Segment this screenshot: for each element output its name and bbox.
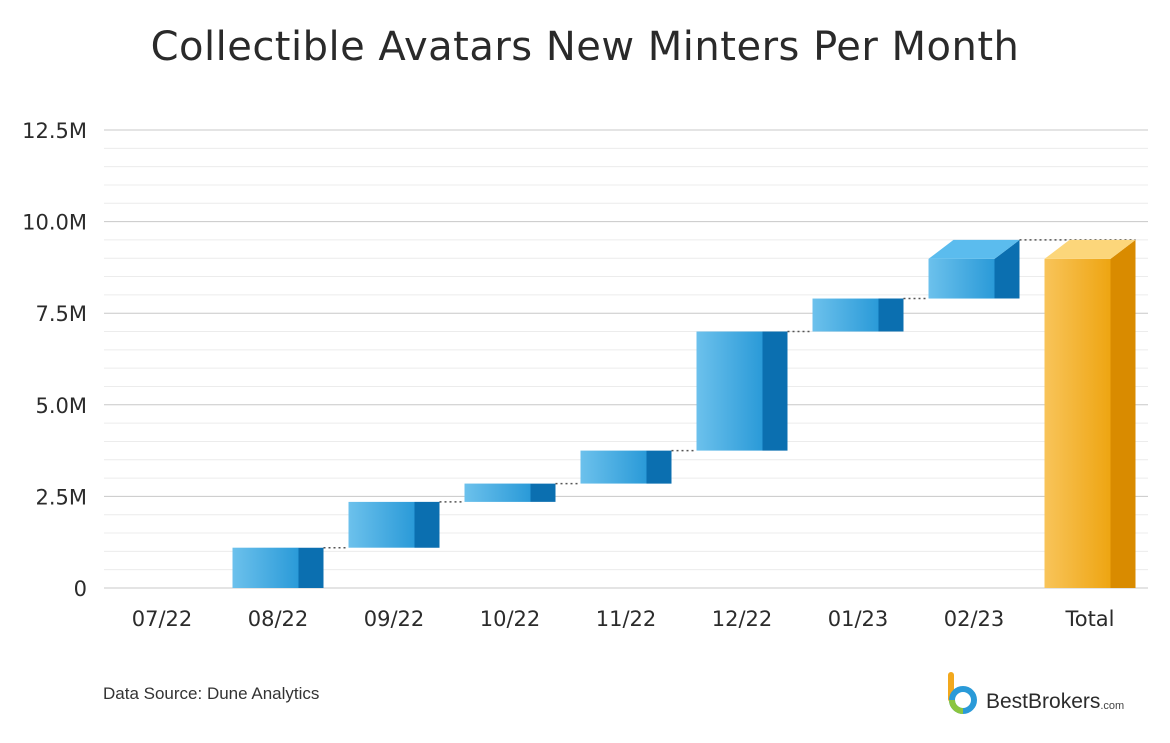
x-tick-label: 12/22 bbox=[712, 607, 773, 631]
total-bar bbox=[1044, 239, 1136, 589]
x-tick-label: 09/22 bbox=[364, 607, 425, 631]
waterfall-bar bbox=[812, 298, 904, 332]
bar-side bbox=[530, 483, 556, 502]
brand-tld: .com bbox=[1100, 700, 1125, 712]
bar-front bbox=[580, 450, 647, 484]
y-tick-label: 12.5M bbox=[22, 119, 87, 143]
bar-front bbox=[812, 298, 879, 332]
waterfall-bar bbox=[232, 547, 324, 588]
data-source-note: Data Source: Dune Analytics bbox=[103, 684, 320, 703]
waterfall-bar bbox=[580, 450, 672, 484]
bar-side bbox=[1110, 239, 1136, 589]
x-tick-label: 11/22 bbox=[596, 607, 657, 631]
brand-logo: BestBrokers .com bbox=[946, 670, 1124, 718]
waterfall-bar bbox=[696, 331, 788, 451]
x-tick-label: 10/22 bbox=[480, 607, 541, 631]
bar-side bbox=[994, 239, 1020, 299]
x-tick-label: 01/23 bbox=[828, 607, 889, 631]
bar-side bbox=[414, 501, 440, 548]
bar-side bbox=[878, 298, 904, 332]
bar-side bbox=[646, 450, 672, 484]
y-tick-label: 7.5M bbox=[35, 302, 87, 326]
y-tick-label: 0 bbox=[74, 577, 87, 601]
y-tick-label: 10.0M bbox=[22, 211, 87, 235]
y-tick-label: 2.5M bbox=[35, 485, 87, 509]
waterfall-bar bbox=[348, 501, 440, 548]
brand-name: BestBrokers bbox=[986, 690, 1101, 713]
bar-front bbox=[232, 547, 299, 588]
bestbrokers-logo-icon bbox=[948, 672, 977, 714]
waterfall-bar bbox=[928, 239, 1020, 299]
waterfall-bar bbox=[464, 483, 556, 502]
x-tick-label: 02/23 bbox=[944, 607, 1005, 631]
bar-top bbox=[928, 239, 1020, 259]
x-tick-label: 07/22 bbox=[132, 607, 193, 631]
bar-front bbox=[464, 483, 531, 502]
y-tick-label: 5.0M bbox=[35, 394, 87, 418]
bar-front bbox=[348, 501, 415, 548]
bar-side bbox=[762, 331, 788, 451]
bar-side bbox=[298, 547, 324, 588]
bar-top bbox=[1044, 239, 1136, 259]
chart-title: Collectible Avatars New Minters Per Mont… bbox=[150, 24, 1020, 70]
bar-front bbox=[928, 258, 995, 299]
bar-front bbox=[1044, 258, 1111, 588]
bar-front bbox=[696, 331, 763, 451]
x-tick-label: Total bbox=[1064, 607, 1114, 631]
x-tick-label: 08/22 bbox=[248, 607, 309, 631]
